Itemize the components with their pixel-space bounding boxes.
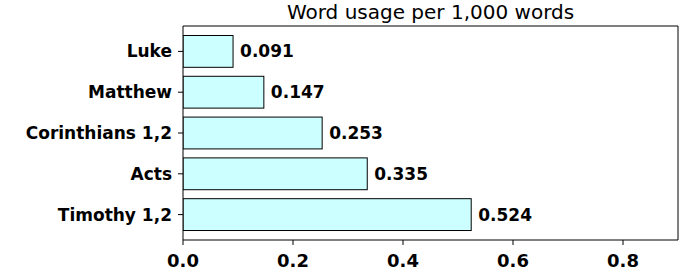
category-label: Acts (131, 164, 172, 184)
x-tick (623, 240, 624, 245)
x-tick (293, 240, 294, 245)
category-tick (178, 214, 183, 215)
data-label: 0.335 (374, 164, 428, 184)
x-tick-label: 0.4 (387, 250, 419, 271)
x-tick (403, 240, 404, 245)
frame-right (678, 26, 679, 240)
bar (183, 158, 367, 190)
x-tick-label: 0.6 (497, 250, 529, 271)
category-label: Matthew (88, 82, 172, 102)
data-label: 0.091 (240, 41, 294, 61)
x-tick (513, 240, 514, 245)
frame-top (183, 26, 678, 27)
bar (183, 35, 233, 67)
category-tick (178, 173, 183, 174)
category-label: Luke (127, 41, 172, 61)
x-tick-label: 0.2 (277, 250, 309, 271)
data-label: 0.147 (271, 82, 325, 102)
bar (183, 76, 264, 108)
x-tick (183, 240, 184, 245)
bar (183, 117, 322, 149)
category-label: Corinthians 1,2 (26, 123, 172, 143)
x-tick-label: 0.8 (607, 250, 639, 271)
data-label: 0.524 (478, 205, 532, 225)
data-label: 0.253 (329, 123, 383, 143)
y-axis (183, 26, 184, 240)
category-tick (178, 51, 183, 52)
x-axis (183, 240, 678, 241)
x-tick-label: 0.0 (167, 250, 199, 271)
bars (183, 35, 471, 230)
title: Word usage per 1,000 words (287, 0, 574, 24)
category-label: Timothy 1,2 (58, 205, 172, 225)
category-tick (178, 92, 183, 93)
bar (183, 199, 471, 231)
category-tick (178, 133, 183, 134)
